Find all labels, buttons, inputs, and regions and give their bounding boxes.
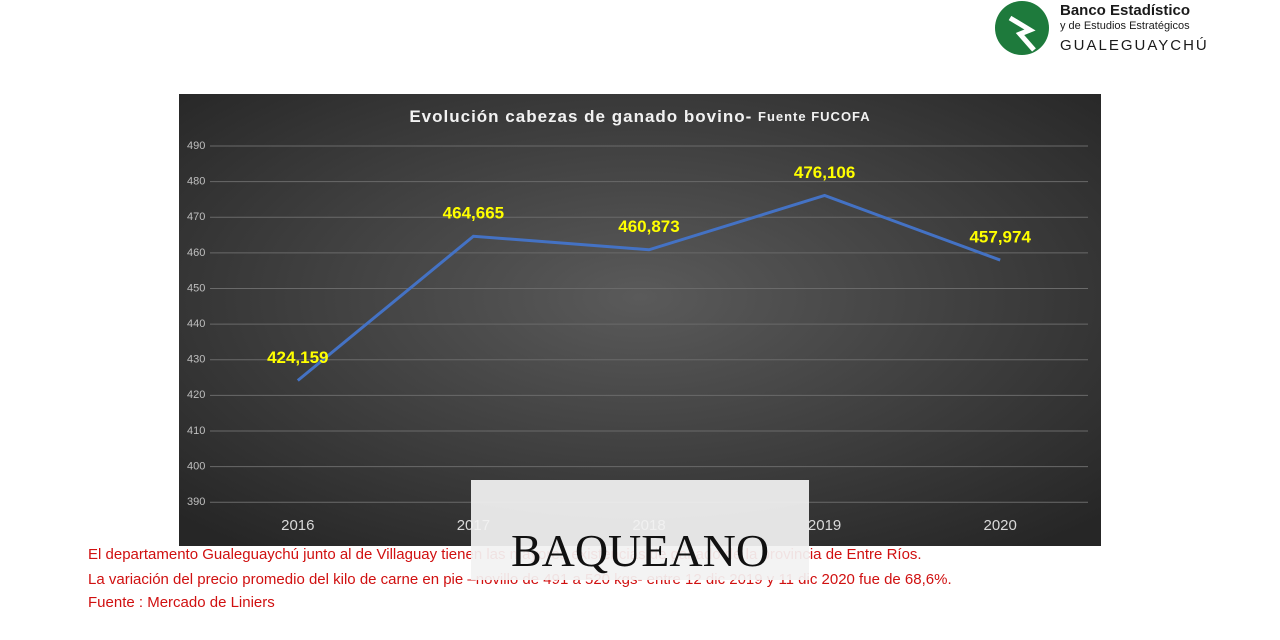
title-main: Evolución cabezas de ganado bovino-: [409, 107, 758, 126]
y-tick-label: 480: [187, 176, 205, 188]
title-source: Fuente FUCOFA: [758, 109, 871, 124]
watermark: BAQUEANO: [471, 480, 809, 580]
y-tick-label: 430: [187, 354, 205, 366]
chart: 390 400 410 420 430 440 450 460 470 480 490 2016 201…: [179, 94, 1101, 546]
y-tick-label: 400: [187, 460, 205, 472]
y-tick-label: 390: [187, 496, 205, 508]
x-tick-label: 2016: [281, 517, 314, 534]
footer-line: Fuente : Mercado de Liniers: [88, 594, 275, 611]
data-label: 464,665: [443, 204, 504, 223]
x-tick-label: 2020: [984, 517, 1017, 534]
logo-line: y de Estudios Estratégicos: [1060, 20, 1190, 32]
logo-line: Banco Estadístico: [1060, 2, 1191, 19]
data-label: 424,159: [267, 348, 328, 367]
logo-icon: [995, 1, 1049, 55]
data-label: 476,106: [794, 163, 855, 182]
y-tick-label: 440: [187, 318, 205, 330]
y-tick-label: 470: [187, 211, 205, 223]
y-tick-label: 490: [187, 140, 205, 152]
chart-background: [179, 94, 1101, 546]
data-label: 457,974: [969, 228, 1031, 247]
chart-title: Evolución cabezas de ganado bovino- Fuen…: [409, 107, 870, 126]
logo-line: GUALEGUAYCHÚ: [1060, 37, 1209, 54]
logo: Banco Estadístico y de Estudios Estratég…: [990, 0, 1220, 60]
line: [296, 193, 1001, 382]
y-tick-label: 410: [187, 425, 205, 437]
y-tick-label: 460: [187, 247, 205, 259]
x-tick-label: 2019: [808, 517, 841, 534]
y-tick-label: 420: [187, 389, 205, 401]
watermark-text: BAQUEANO: [510, 524, 770, 576]
data-label: 460,873: [618, 217, 679, 236]
y-tick-label: 450: [187, 282, 205, 294]
